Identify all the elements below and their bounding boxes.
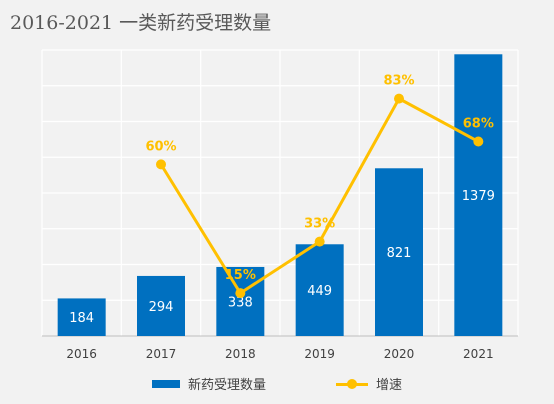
bar-data-label: 338: [228, 295, 253, 310]
bar-data-label: 449: [307, 284, 332, 299]
bar-data-label: 294: [149, 300, 174, 315]
x-tick-label: 2019: [304, 347, 335, 361]
bar: [295, 244, 344, 336]
legend-bar-label: 新药受理数量: [187, 378, 266, 393]
growth-point: [394, 93, 404, 104]
growth-data-label: 33%: [304, 217, 335, 232]
chart-title: 2016-2021 一类新药受理数量: [10, 12, 272, 34]
x-tick-label: 2018: [225, 347, 256, 361]
growth-data-label: 15%: [225, 268, 256, 283]
legend-item-bars: 新药受理数量: [151, 374, 266, 393]
x-tick-label: 2016: [66, 347, 97, 361]
x-tick-label: 2021: [463, 347, 494, 361]
growth-point: [314, 236, 325, 247]
x-tick-label: 2020: [384, 347, 415, 361]
bar: [375, 168, 423, 336]
x-tick-label: 2017: [146, 347, 177, 361]
growth-data-label: 68%: [463, 117, 494, 132]
bar: [137, 275, 185, 336]
bar: [57, 298, 106, 336]
legend-bar-swatch: [151, 379, 180, 388]
bar: [216, 266, 265, 336]
bar-data-label: 821: [387, 246, 412, 261]
legend-line-label: 增速: [376, 378, 403, 393]
bar-data-label: 1379: [462, 189, 495, 204]
growth-data-label: 83%: [383, 74, 414, 89]
legend: 新药受理数量 增速: [0, 374, 554, 393]
legend-line-swatch: [336, 378, 368, 390]
bar-data-label: 184: [69, 311, 94, 326]
growth-point: [235, 288, 246, 299]
bar: [454, 54, 503, 336]
growth-point: [156, 159, 166, 170]
growth-point: [473, 136, 484, 147]
legend-item-line: 增速: [336, 374, 402, 393]
growth-data-label: 60%: [145, 139, 176, 154]
